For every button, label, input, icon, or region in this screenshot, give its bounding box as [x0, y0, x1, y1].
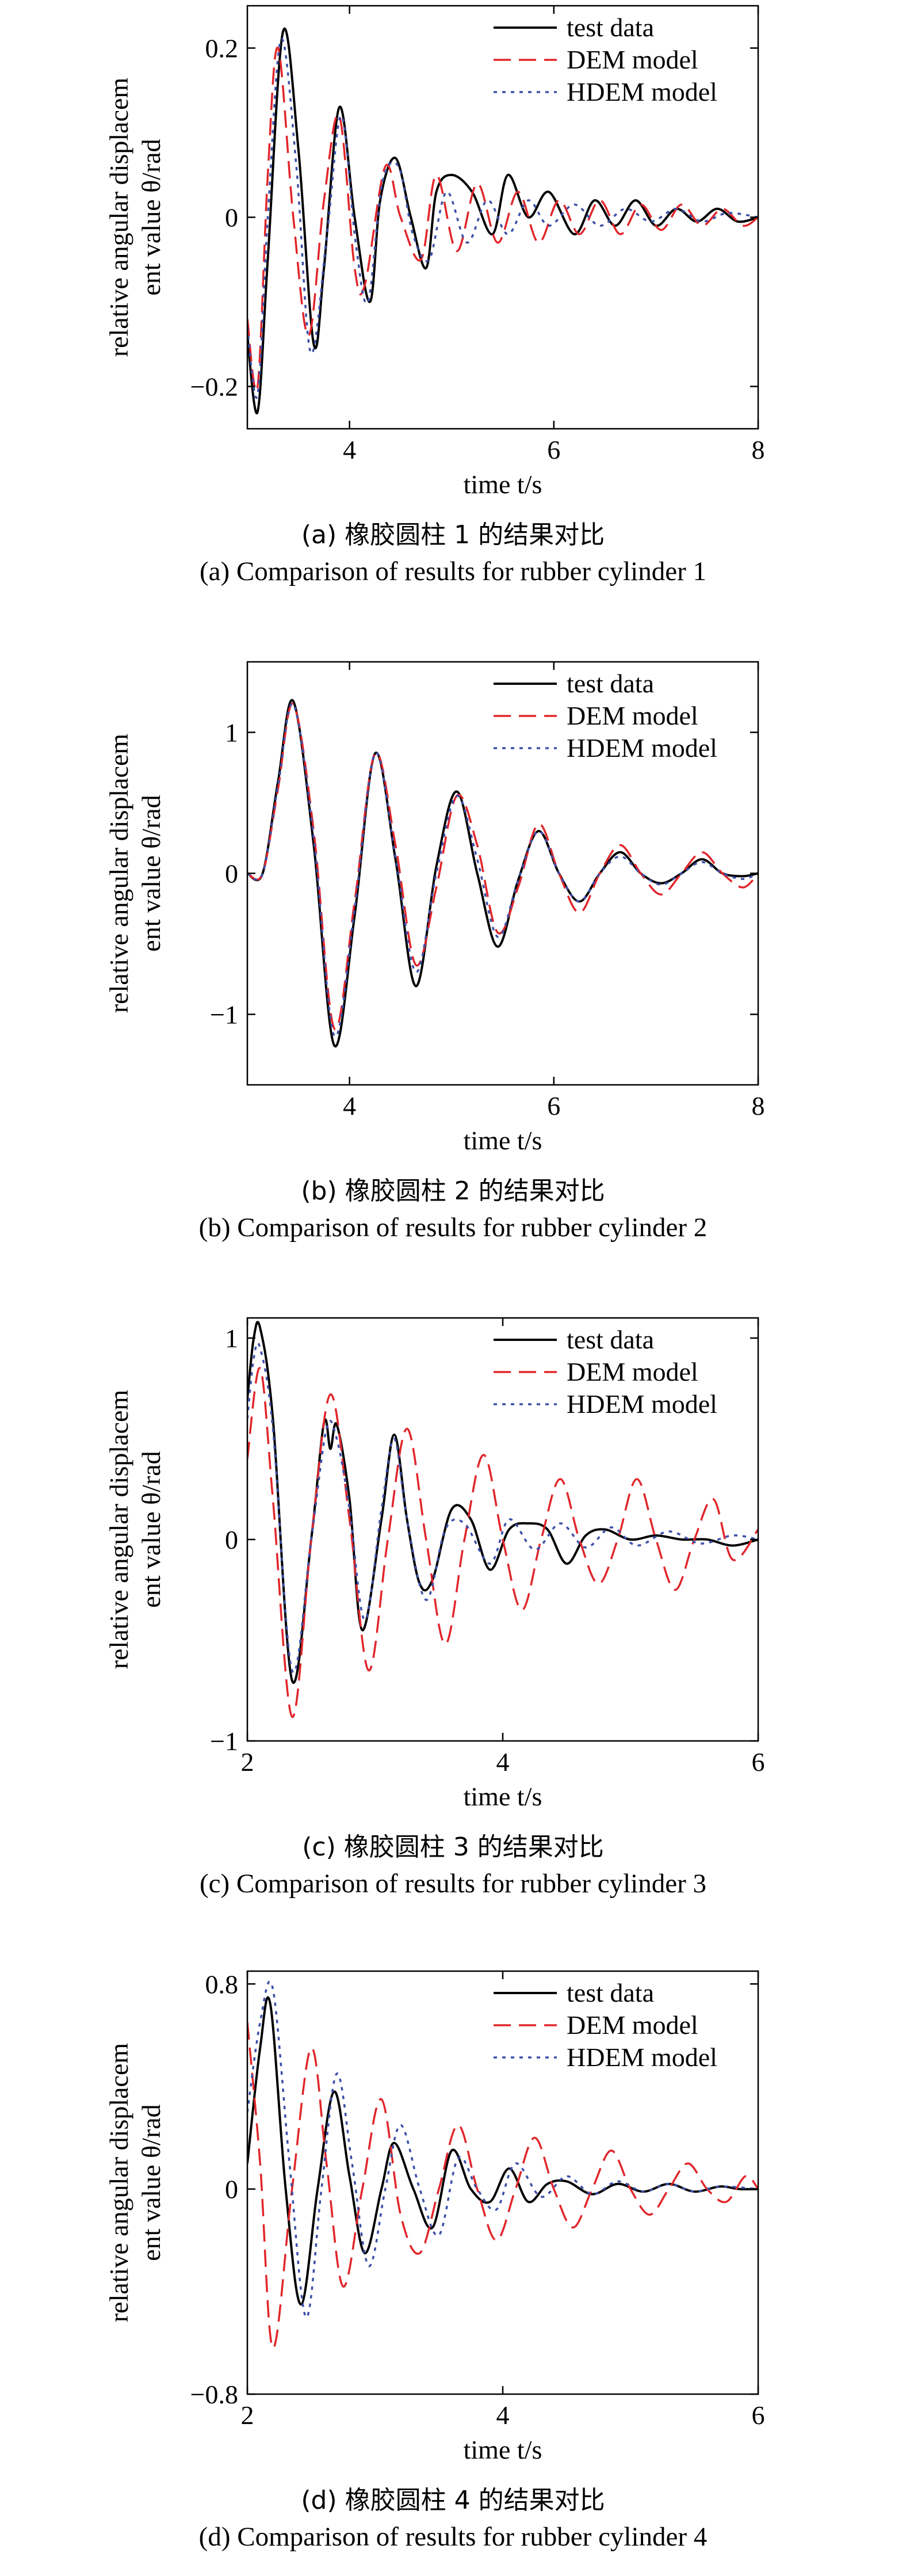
chart-panel-a: 4 6 8 0.2 0 −0.2 time t/s relative angular disp… — [0, 0, 906, 610]
y-axis-label-line1: relative angular displacem — [104, 78, 133, 357]
y-tick-label: 0 — [225, 1525, 238, 1554]
y-tick-label: −0.2 — [190, 372, 238, 402]
y-axis-label-line2: ent value θ/rad — [136, 139, 166, 295]
legend-label: test data — [567, 669, 654, 698]
legend-label: DEM model — [567, 701, 698, 730]
x-tick-label: 2 — [241, 1747, 254, 1777]
x-tick-label: 8 — [752, 435, 765, 464]
caption-en: (c) Comparison of results for rubber cyl… — [200, 1869, 706, 1899]
caption-cn: (b) 橡胶圆柱 2 的结果对比 — [301, 1176, 605, 1206]
y-tick-label: 1 — [225, 1324, 238, 1353]
chart-a: 4 6 8 0.2 0 −0.2 time t/s relative angular disp… — [104, 5, 765, 499]
legend-label: test data — [567, 1325, 654, 1354]
x-tick-label: 4 — [343, 1091, 356, 1121]
chart-c: 2 4 6 1 0 −1 time t/s relative angular displace… — [104, 1317, 765, 1811]
x-axis-label: time t/s — [464, 1126, 542, 1155]
y-axis-label-line1: relative angular displacem — [104, 734, 133, 1013]
y-axis-label-line1: relative angular displacem — [104, 2043, 133, 2323]
series-line-dem-model — [247, 2022, 758, 2349]
x-tick-label: 6 — [547, 1091, 560, 1121]
series-line-dem-model — [247, 47, 758, 392]
series-line-test-data — [247, 1321, 758, 1684]
x-tick-label: 4 — [343, 435, 356, 464]
series-line-test-data — [247, 1996, 758, 2306]
caption-en: (d) Comparison of results for rubber cyl… — [198, 2522, 708, 2552]
legend-label: DEM model — [567, 45, 698, 74]
legend-label: HDEM model — [567, 733, 717, 763]
caption-cn: (d) 橡胶圆柱 4 的结果对比 — [301, 2486, 605, 2515]
legend-label: DEM model — [567, 1357, 698, 1386]
caption-en: (a) Comparison of results for rubber cyl… — [200, 557, 706, 586]
y-axis-label-line1: relative angular displacem — [104, 1390, 133, 1670]
y-tick-label: 0.2 — [205, 34, 239, 63]
chart-panel-c: 2 4 6 1 0 −1 time t/s relative angular displace… — [0, 1312, 906, 1922]
y-tick-label: 0 — [225, 2175, 238, 2204]
caption-en: (b) Comparison of results for rubber cyl… — [198, 1213, 708, 1243]
chart-panel-d: 2 4 6 0.8 0 −0.8 time t/s relative angular disp… — [0, 1965, 906, 2575]
x-tick-label: 8 — [752, 1091, 765, 1121]
x-tick-label: 6 — [547, 435, 560, 464]
x-axis-label: time t/s — [464, 1782, 542, 1811]
caption-cn: (c) 橡胶圆柱 3 的结果对比 — [302, 1832, 604, 1862]
y-tick-label: 0.8 — [205, 1969, 239, 1999]
x-tick-label: 4 — [496, 1747, 510, 1777]
series-line-dem-model — [247, 1367, 758, 1718]
series-line-test-data — [247, 27, 758, 415]
chart-panel-b: 4 6 8 1 0 −1 time t/s relative angular displace… — [0, 656, 906, 1266]
y-tick-label: 0 — [225, 203, 238, 233]
y-tick-label: −1 — [210, 1000, 238, 1030]
y-tick-label: −0.8 — [190, 2380, 238, 2409]
legend-label: HDEM model — [567, 2042, 717, 2072]
series-line-hdem-model — [247, 702, 758, 1038]
y-tick-label: 1 — [225, 718, 238, 748]
series-line-hdem-model — [247, 1342, 758, 1674]
legend-label: test data — [567, 13, 654, 42]
x-axis-label: time t/s — [464, 470, 542, 499]
y-axis-label-line2: ent value θ/rad — [136, 1451, 166, 1607]
series-line-dem-model — [247, 702, 758, 1031]
x-tick-label: 2 — [241, 2400, 254, 2430]
caption-cn: (a) 橡胶圆柱 1 的结果对比 — [301, 520, 605, 550]
legend-label: HDEM model — [567, 1389, 717, 1419]
y-axis-label-line2: ent value θ/rad — [136, 2104, 166, 2261]
legend-label: test data — [567, 1978, 654, 2007]
x-tick-label: 6 — [752, 2400, 765, 2430]
chart-d: 2 4 6 0.8 0 −0.8 time t/s relative angular disp… — [104, 1969, 765, 2464]
y-tick-label: 0 — [225, 859, 238, 889]
series-line-hdem-model — [247, 1980, 758, 2319]
x-tick-label: 4 — [496, 2400, 510, 2430]
x-axis-label: time t/s — [464, 2435, 542, 2464]
x-tick-label: 6 — [752, 1747, 765, 1777]
y-axis-label-line2: ent value θ/rad — [136, 795, 166, 951]
legend-label: HDEM model — [567, 77, 717, 106]
y-tick-label: −1 — [210, 1727, 238, 1756]
legend-label: DEM model — [567, 2010, 698, 2040]
